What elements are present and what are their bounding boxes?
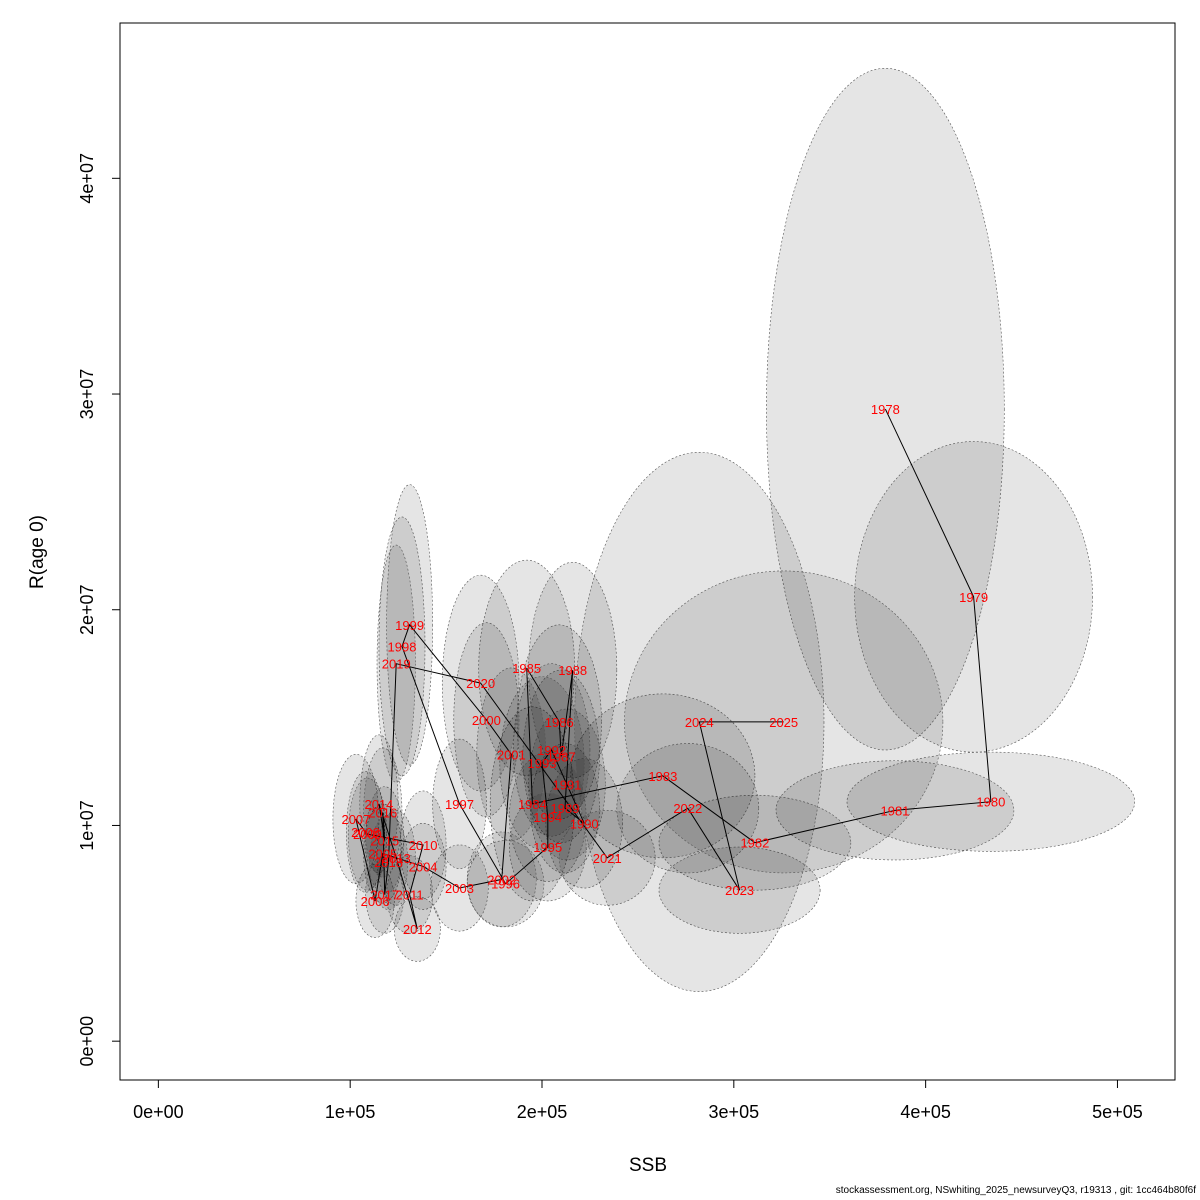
year-label-1984: 1984 [518, 797, 547, 812]
year-label-2016: 2016 [368, 806, 397, 821]
year-label-2020: 2020 [466, 676, 495, 691]
x-tick-label: 1e+05 [325, 1102, 376, 1122]
y-tick-label: 1e+07 [77, 800, 97, 851]
year-label-2006: 2006 [361, 894, 390, 909]
year-labels: 1978 1979 1980 1981 1982 1983 1984 1985 1986 1987… [341, 402, 1005, 937]
year-label-2021: 2021 [593, 851, 622, 866]
year-label-1981: 1981 [880, 803, 909, 818]
year-label-2022: 2022 [673, 801, 702, 816]
trajectory-line [355, 408, 992, 930]
y-axis-title: R(age 0) [27, 515, 48, 589]
year-label-2024: 2024 [685, 715, 714, 730]
year-label-2013: 2013 [382, 851, 411, 866]
year-label-1990: 1990 [570, 816, 599, 831]
year-label-2007: 2007 [341, 812, 370, 827]
y-tick-label: 0e+00 [77, 1016, 97, 1067]
x-axis: 0e+00 1e+05 2e+05 3e+05 4e+05 5e+05 [133, 1079, 1143, 1122]
y-tick-label: 3e+07 [77, 369, 97, 420]
year-label-1980: 1980 [976, 795, 1005, 810]
year-label-1987: 1987 [547, 749, 576, 764]
year-label-1985: 1985 [512, 661, 541, 676]
year-label-2000: 2000 [472, 713, 501, 728]
year-label-1978: 1978 [871, 402, 900, 417]
year-label-2003: 2003 [445, 881, 474, 896]
year-label-2011: 2011 [396, 887, 424, 902]
year-label-2015: 2015 [370, 834, 399, 849]
year-label-1983: 1983 [648, 769, 677, 784]
y-tick-label: 2e+07 [77, 584, 97, 635]
year-label-2004: 2004 [409, 859, 438, 874]
year-label-1986: 1986 [545, 715, 574, 730]
year-label-1995: 1995 [533, 840, 562, 855]
confidence-ellipses [332, 67, 1136, 992]
year-label-2002: 2002 [487, 872, 516, 887]
year-label-1988: 1988 [558, 663, 587, 678]
x-tick-label: 4e+05 [900, 1102, 951, 1122]
year-label-1992: 1992 [537, 743, 566, 758]
year-label-2009: 2009 [353, 827, 382, 842]
year-label-1982: 1982 [740, 836, 769, 851]
year-label-2025: 2025 [769, 715, 798, 730]
year-label-1993: 1993 [528, 756, 557, 771]
x-tick-label: 0e+00 [133, 1102, 184, 1122]
year-label-2001: 2001 [497, 747, 526, 762]
year-label-2005: 2005 [368, 847, 397, 862]
year-label-1989: 1989 [551, 801, 580, 816]
year-label-2014: 2014 [364, 797, 393, 812]
year-label-1991: 1991 [552, 777, 581, 792]
year-label-2019: 2019 [382, 657, 411, 672]
year-label-1997: 1997 [445, 797, 474, 812]
x-tick-label: 5e+05 [1092, 1102, 1143, 1122]
year-label-2023: 2023 [725, 883, 754, 898]
year-label-1979: 1979 [959, 590, 988, 605]
year-label-1994: 1994 [533, 810, 562, 825]
year-label-2008: 2008 [351, 825, 380, 840]
x-axis-title: SSB [629, 1155, 667, 1176]
y-axis: 0e+00 1e+07 2e+07 3e+07 4e+07 [77, 153, 121, 1067]
year-label-2010: 2010 [409, 838, 438, 853]
y-tick-label: 4e+07 [77, 153, 97, 204]
year-label-1996: 1996 [491, 877, 520, 892]
footer-credit: stockassessment.org, NSwhiting_2025_news… [835, 1185, 1196, 1196]
year-label-2017: 2017 [370, 887, 399, 902]
year-label-2012: 2012 [403, 922, 432, 937]
x-tick-label: 3e+05 [709, 1102, 760, 1122]
year-label-1998: 1998 [388, 639, 417, 654]
year-label-2018: 2018 [374, 855, 403, 870]
year-label-1999: 1999 [395, 618, 424, 633]
x-tick-label: 2e+05 [517, 1102, 568, 1122]
